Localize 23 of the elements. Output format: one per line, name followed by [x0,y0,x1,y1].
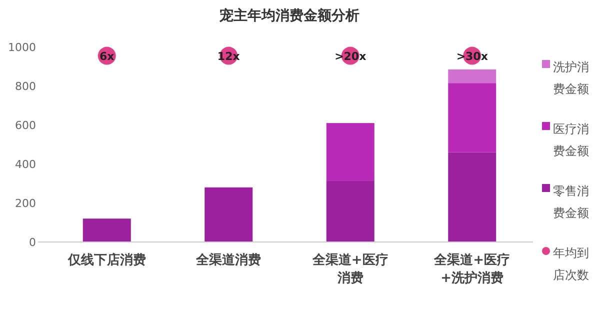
legend-label: 零售消费金额 [553,183,590,222]
bar [326,123,374,181]
legend-label: 年均到店次数 [553,245,590,284]
y-tick-label: 400 [15,158,36,171]
y-tick-label: 1000 [8,41,36,54]
x-tick-label: 仅线下店消费 [66,252,146,268]
y-tick-label: 800 [15,80,36,93]
bar [204,187,253,242]
y-tick-label: 0 [29,236,36,249]
annotation: 6x [100,50,114,63]
x-tick-label: 全渠道消费 [195,252,262,268]
bar [448,69,496,84]
bar [448,152,496,242]
x-tick-label: 全渠道+医疗消费 [311,252,388,286]
bar [326,180,374,242]
y-tick-label: 200 [15,197,36,210]
legend-label: 洗护消费金额 [553,59,590,98]
y-tick-label: 600 [15,119,36,132]
legend-label: 医疗消费金额 [553,121,590,160]
bar [448,83,496,152]
x-tick-label: 全渠道+医疗+洗护消费 [433,252,510,286]
chart-title: 宠主年均消费金额分析 [218,7,360,24]
bar [82,218,131,242]
